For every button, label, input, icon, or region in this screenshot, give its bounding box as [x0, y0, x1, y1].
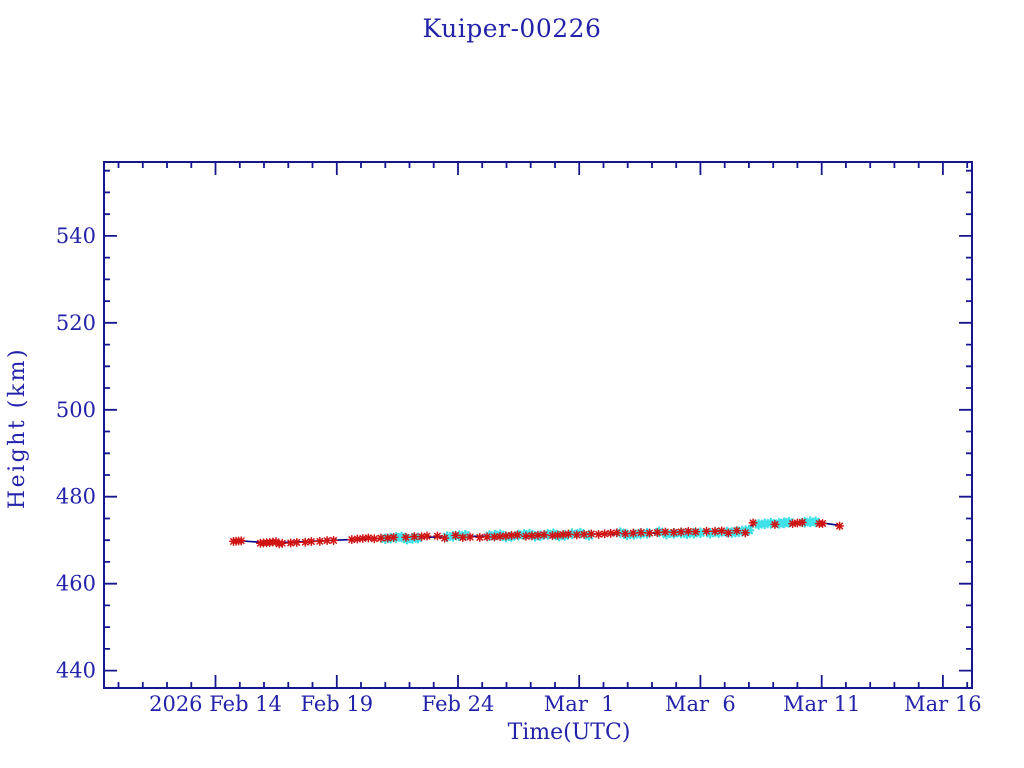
x-tick-label: 2026 Feb 14	[149, 692, 282, 716]
x-tick-label: Mar 11	[783, 692, 860, 716]
y-tick-label: 540	[56, 224, 96, 248]
x-tick-label: Feb 24	[422, 692, 495, 716]
x-tick-label: Feb 19	[300, 692, 373, 716]
x-tick-label: Mar 16	[904, 692, 981, 716]
y-tick-label: 500	[56, 398, 96, 422]
y-tick-label: 460	[56, 572, 96, 596]
y-tick-label: 440	[56, 659, 96, 683]
y-tick-label: 520	[56, 311, 96, 335]
plot-frame	[103, 161, 973, 689]
red-asterisk-markers	[228, 517, 845, 549]
chart-title: Kuiper-00226	[422, 14, 602, 43]
x-axis-label: Time(UTC)	[507, 720, 631, 745]
axis-ticks	[104, 162, 972, 688]
y-tick-label: 480	[56, 485, 96, 509]
x-tick-label: Mar 1	[544, 692, 615, 716]
x-tick-label: Mar 6	[665, 692, 736, 716]
